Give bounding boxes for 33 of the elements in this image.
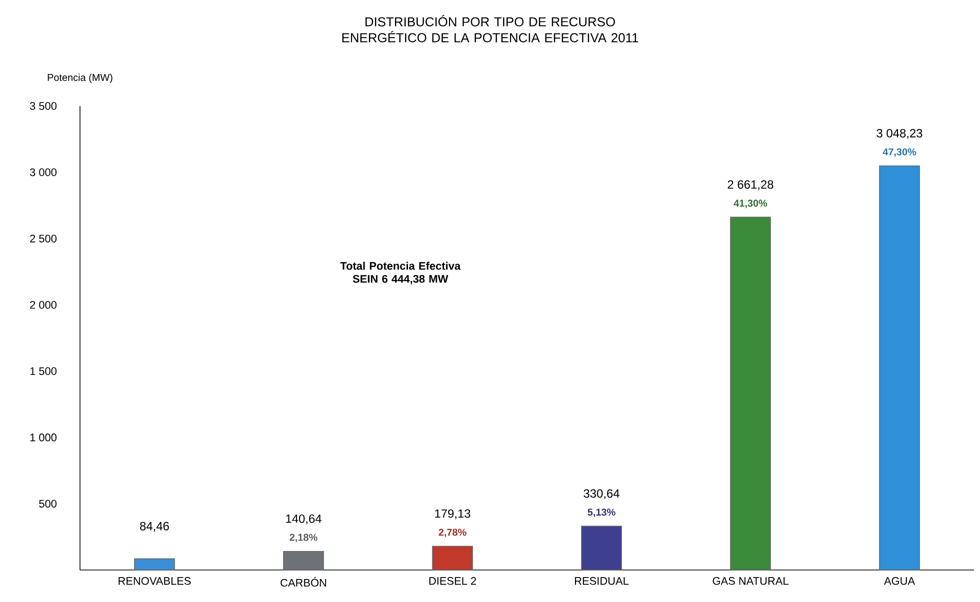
bar: [730, 216, 771, 570]
y-tick-label: 1 000: [30, 434, 57, 442]
x-tick-label: DIESEL 2: [429, 577, 476, 585]
x-tick-label: RESIDUAL: [575, 577, 629, 585]
y-axis-title: Potencia (MW): [48, 74, 112, 83]
annotation: 5,13%: [588, 508, 616, 518]
y-tick-label: 2 500: [30, 234, 57, 242]
x-tick-label: AGUA: [884, 577, 916, 585]
x-tick-label: GAS NATURAL: [712, 577, 788, 585]
bar: [879, 165, 920, 570]
y-tick-label: 3 500: [30, 102, 57, 110]
data-label: 84,46: [140, 522, 169, 532]
bar: [283, 550, 324, 570]
bar: [432, 546, 473, 570]
data-label: 179,13: [435, 509, 470, 520]
y-tick-label: 2 000: [30, 300, 57, 309]
annotation: Total Potencia Efectiva SEIN 6 444,38 MW: [340, 262, 461, 284]
annotation: 2,78%: [438, 528, 466, 538]
bar: [134, 558, 175, 570]
y-tick-label: 1 500: [30, 367, 57, 376]
bar: [581, 526, 622, 570]
annotation: 47,30%: [882, 148, 916, 157]
annotation: 41,30%: [734, 200, 768, 208]
chart-title: DISTRIBUCIÓN POR TIPO DE RECURSO ENERGÉTICO DE LA POTENCIA EFECTIVA 2011: [342, 15, 638, 42]
data-label: 140,64: [286, 514, 322, 524]
annotation: 2,18%: [290, 534, 318, 542]
data-label: 330,64: [584, 489, 620, 500]
x-tick-label: RENOVABLES: [118, 577, 191, 585]
x-tick-label: CARBÓN: [280, 577, 326, 587]
y-tick-label: 3 000: [30, 168, 57, 176]
data-label: 2 661,28: [728, 180, 774, 190]
y-tick-label: 500: [39, 500, 57, 508]
data-label: 3 048,23: [876, 128, 922, 139]
